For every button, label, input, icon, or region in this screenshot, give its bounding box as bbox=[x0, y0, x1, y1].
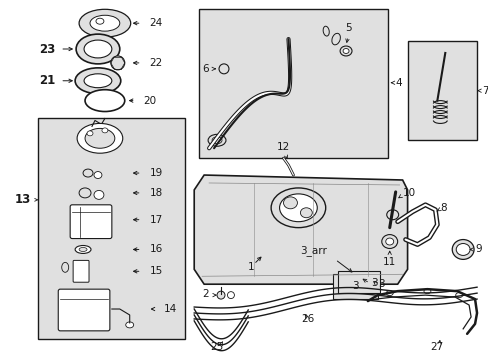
Bar bbox=[39, 118, 185, 339]
Ellipse shape bbox=[423, 289, 430, 294]
Ellipse shape bbox=[111, 56, 124, 70]
Text: 8: 8 bbox=[439, 203, 446, 213]
Ellipse shape bbox=[331, 33, 340, 45]
Text: 1: 1 bbox=[247, 262, 254, 272]
Ellipse shape bbox=[85, 90, 124, 112]
Text: 3_arr: 3_arr bbox=[300, 246, 326, 256]
Ellipse shape bbox=[125, 322, 133, 328]
Ellipse shape bbox=[94, 190, 103, 199]
Ellipse shape bbox=[339, 46, 351, 56]
Text: 13: 13 bbox=[14, 193, 30, 206]
Text: 21: 21 bbox=[39, 74, 55, 87]
Text: 25: 25 bbox=[210, 342, 223, 352]
Text: 2: 2 bbox=[202, 289, 209, 299]
Text: 18: 18 bbox=[149, 188, 163, 198]
Ellipse shape bbox=[212, 137, 222, 144]
Text: 23: 23 bbox=[39, 42, 55, 55]
Ellipse shape bbox=[102, 128, 108, 133]
Bar bbox=[332, 274, 377, 299]
Ellipse shape bbox=[279, 194, 317, 222]
Text: 3: 3 bbox=[377, 279, 384, 289]
Polygon shape bbox=[194, 175, 407, 284]
Ellipse shape bbox=[381, 235, 397, 248]
Text: 6: 6 bbox=[202, 64, 209, 74]
Text: 16: 16 bbox=[149, 244, 163, 255]
Ellipse shape bbox=[219, 64, 228, 74]
Ellipse shape bbox=[83, 169, 93, 177]
Bar bbox=[337, 271, 379, 293]
Ellipse shape bbox=[79, 247, 87, 251]
Text: 14: 14 bbox=[163, 304, 176, 314]
Ellipse shape bbox=[79, 188, 91, 198]
Ellipse shape bbox=[79, 9, 130, 37]
Text: 3: 3 bbox=[370, 278, 377, 288]
Ellipse shape bbox=[386, 291, 392, 296]
Ellipse shape bbox=[87, 131, 93, 136]
Ellipse shape bbox=[455, 243, 469, 256]
Ellipse shape bbox=[323, 26, 328, 36]
Ellipse shape bbox=[85, 129, 115, 148]
Ellipse shape bbox=[343, 49, 348, 54]
Text: 10: 10 bbox=[402, 188, 415, 198]
Text: 12: 12 bbox=[276, 142, 289, 152]
Text: 4: 4 bbox=[395, 78, 402, 88]
Ellipse shape bbox=[451, 239, 473, 260]
Text: 27: 27 bbox=[430, 342, 443, 352]
Bar bbox=[407, 41, 476, 140]
FancyBboxPatch shape bbox=[70, 205, 112, 239]
Ellipse shape bbox=[90, 15, 120, 31]
Ellipse shape bbox=[75, 68, 121, 94]
Ellipse shape bbox=[77, 123, 122, 153]
Ellipse shape bbox=[283, 197, 297, 209]
Text: 7: 7 bbox=[481, 86, 488, 96]
Ellipse shape bbox=[75, 246, 91, 253]
Bar bbox=[199, 9, 387, 158]
Text: 9: 9 bbox=[474, 244, 481, 255]
Text: 17: 17 bbox=[149, 215, 163, 225]
Ellipse shape bbox=[61, 262, 68, 272]
Ellipse shape bbox=[270, 188, 325, 228]
Ellipse shape bbox=[455, 293, 462, 298]
Ellipse shape bbox=[227, 292, 234, 298]
Text: 26: 26 bbox=[301, 314, 314, 324]
Text: 20: 20 bbox=[143, 96, 157, 105]
FancyBboxPatch shape bbox=[73, 260, 89, 282]
Ellipse shape bbox=[217, 291, 224, 299]
FancyBboxPatch shape bbox=[58, 289, 110, 331]
Ellipse shape bbox=[96, 18, 103, 24]
Ellipse shape bbox=[385, 238, 393, 245]
Ellipse shape bbox=[208, 134, 225, 146]
Text: 22: 22 bbox=[149, 58, 163, 68]
Text: 11: 11 bbox=[382, 257, 396, 267]
Text: 5: 5 bbox=[344, 23, 351, 33]
Ellipse shape bbox=[300, 208, 312, 218]
Text: 19: 19 bbox=[149, 168, 163, 178]
Ellipse shape bbox=[386, 210, 398, 220]
Ellipse shape bbox=[84, 40, 112, 58]
Text: 3: 3 bbox=[351, 281, 358, 291]
Ellipse shape bbox=[76, 34, 120, 64]
Ellipse shape bbox=[84, 74, 112, 88]
Text: 24: 24 bbox=[149, 18, 163, 28]
Ellipse shape bbox=[94, 172, 102, 179]
Text: 15: 15 bbox=[149, 266, 163, 276]
